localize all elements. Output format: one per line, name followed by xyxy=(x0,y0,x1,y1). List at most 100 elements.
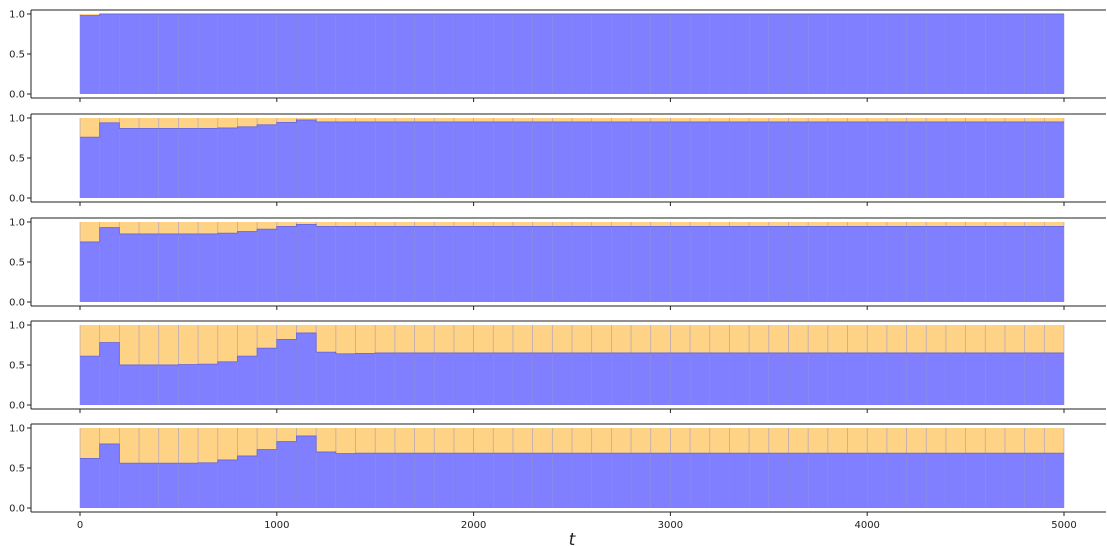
upper-segment xyxy=(631,428,651,454)
x-tick-label: 1000 xyxy=(264,520,289,531)
lower-segment xyxy=(316,122,336,198)
lower-segment xyxy=(788,226,809,302)
lower-segment xyxy=(709,122,730,198)
lower-segment xyxy=(473,122,494,198)
lower-segment xyxy=(119,128,140,198)
lower-segment xyxy=(965,14,986,94)
y-tick-label: 0.0 xyxy=(9,401,25,412)
upper-segment xyxy=(257,222,277,230)
lower-segment xyxy=(631,453,651,508)
upper-segment xyxy=(709,428,730,454)
upper-segment xyxy=(670,428,691,454)
lower-segment xyxy=(965,226,986,302)
lower-segment xyxy=(886,226,907,302)
lower-segment xyxy=(493,453,513,508)
lower-segment xyxy=(650,226,671,302)
upper-segment xyxy=(768,428,789,454)
upper-segment xyxy=(139,325,159,365)
panel-4: 0.0 0.5 1.0 xyxy=(9,320,1106,413)
lower-segment xyxy=(198,14,218,94)
lower-segment xyxy=(1024,226,1045,302)
upper-segment xyxy=(591,325,612,353)
y-tick-label: 0.0 xyxy=(9,90,25,101)
lower-segment xyxy=(217,233,238,302)
upper-segment xyxy=(80,428,100,459)
panel-2: 0.0 0.5 1.0 xyxy=(9,113,1106,206)
lower-segment xyxy=(572,122,592,198)
lower-segment xyxy=(453,353,474,405)
lower-segment xyxy=(158,14,179,94)
lower-segment xyxy=(493,14,513,94)
upper-segment xyxy=(1044,222,1064,227)
lower-segment xyxy=(296,436,317,508)
upper-segment xyxy=(139,222,159,234)
upper-segment xyxy=(690,325,710,353)
upper-segment xyxy=(158,118,179,129)
lower-segment xyxy=(926,122,946,198)
upper-segment xyxy=(178,118,199,129)
lower-segment xyxy=(316,14,336,94)
lower-segment xyxy=(768,14,789,94)
lower-segment xyxy=(80,458,100,508)
y-tick-label: 0.0 xyxy=(9,298,25,309)
lower-segment xyxy=(99,444,120,508)
upper-segment xyxy=(276,118,297,123)
lower-segment xyxy=(394,453,415,508)
lower-segment xyxy=(198,364,218,405)
lower-segment xyxy=(276,14,297,94)
lower-segment xyxy=(650,122,671,198)
lower-segment xyxy=(473,226,494,302)
upper-segment xyxy=(926,222,946,227)
lower-segment xyxy=(493,226,513,302)
upper-segment xyxy=(808,325,828,353)
upper-segment xyxy=(926,428,946,454)
lower-segment xyxy=(827,353,848,405)
upper-segment xyxy=(276,428,297,442)
upper-segment xyxy=(827,118,848,122)
upper-segment xyxy=(886,428,907,454)
lower-segment xyxy=(788,353,809,405)
upper-segment xyxy=(473,325,494,353)
upper-segment xyxy=(532,222,553,227)
lower-segment xyxy=(198,128,218,198)
upper-segment xyxy=(906,222,927,227)
lower-segment xyxy=(867,453,887,508)
lower-segment xyxy=(335,453,356,508)
upper-segment xyxy=(453,118,474,122)
boundary-step-line xyxy=(80,13,1064,17)
upper-segment xyxy=(729,118,750,122)
upper-segment xyxy=(355,118,376,122)
upper-segment xyxy=(296,325,317,333)
upper-segment xyxy=(335,118,356,122)
y-tick-label: 1.0 xyxy=(9,424,25,435)
upper-segment xyxy=(965,428,986,454)
upper-segment xyxy=(945,222,966,227)
upper-segment xyxy=(572,428,592,454)
lower-segment xyxy=(375,453,395,508)
lower-segment xyxy=(788,122,809,198)
lower-segment xyxy=(512,14,533,94)
lower-segment xyxy=(434,353,454,405)
upper-segment xyxy=(886,325,907,353)
upper-segment xyxy=(847,428,868,454)
upper-segment xyxy=(572,222,592,227)
upper-segment xyxy=(729,222,750,227)
upper-segment xyxy=(217,118,238,128)
upper-segment xyxy=(198,428,218,463)
upper-segment xyxy=(650,118,671,122)
lower-segment xyxy=(178,14,199,94)
lower-segment xyxy=(453,14,474,94)
x-tick-label: 5000 xyxy=(1051,520,1076,531)
lower-segment xyxy=(591,122,612,198)
lower-segment xyxy=(217,128,238,198)
y-tick-label: 0.5 xyxy=(9,361,25,372)
lower-segment xyxy=(631,226,651,302)
upper-segment xyxy=(867,325,887,353)
lower-segment xyxy=(572,453,592,508)
lower-segment xyxy=(572,353,592,405)
lower-segment xyxy=(532,353,553,405)
lower-segment xyxy=(827,453,848,508)
y-tick-label: 1.0 xyxy=(9,10,25,21)
upper-segment xyxy=(552,428,572,454)
lower-segment xyxy=(257,348,277,405)
